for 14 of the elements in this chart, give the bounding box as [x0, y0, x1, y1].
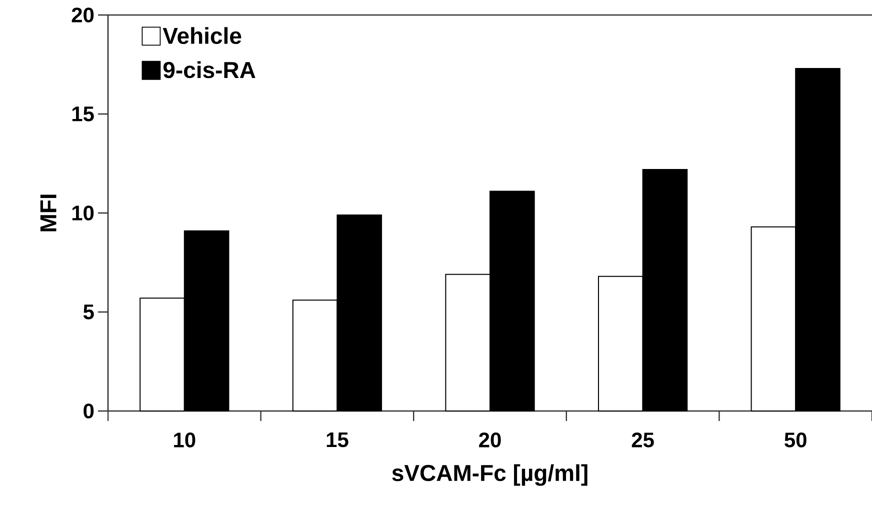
legend-label: 9-cis-RA [163, 61, 256, 78]
y-tick-label: 10 [72, 206, 94, 220]
legend-label: Vehicle [162, 27, 242, 44]
x-tick-label: 15 [326, 432, 348, 448]
y-tick-label: 5 [83, 304, 94, 320]
x-tick-label: 20 [479, 432, 501, 448]
x-tick-label: 25 [632, 432, 654, 448]
y-tick-label: 0 [84, 404, 94, 418]
x-tick-label: 10 [174, 432, 196, 448]
y-tick-label: 20 [72, 8, 94, 22]
y-axis-title: MFI [40, 194, 56, 232]
y-tick-label: 15 [72, 106, 94, 122]
x-axis-title: sVCAM-Fc [µg/ml] [392, 464, 588, 486]
x-tick-label: 50 [784, 432, 806, 448]
